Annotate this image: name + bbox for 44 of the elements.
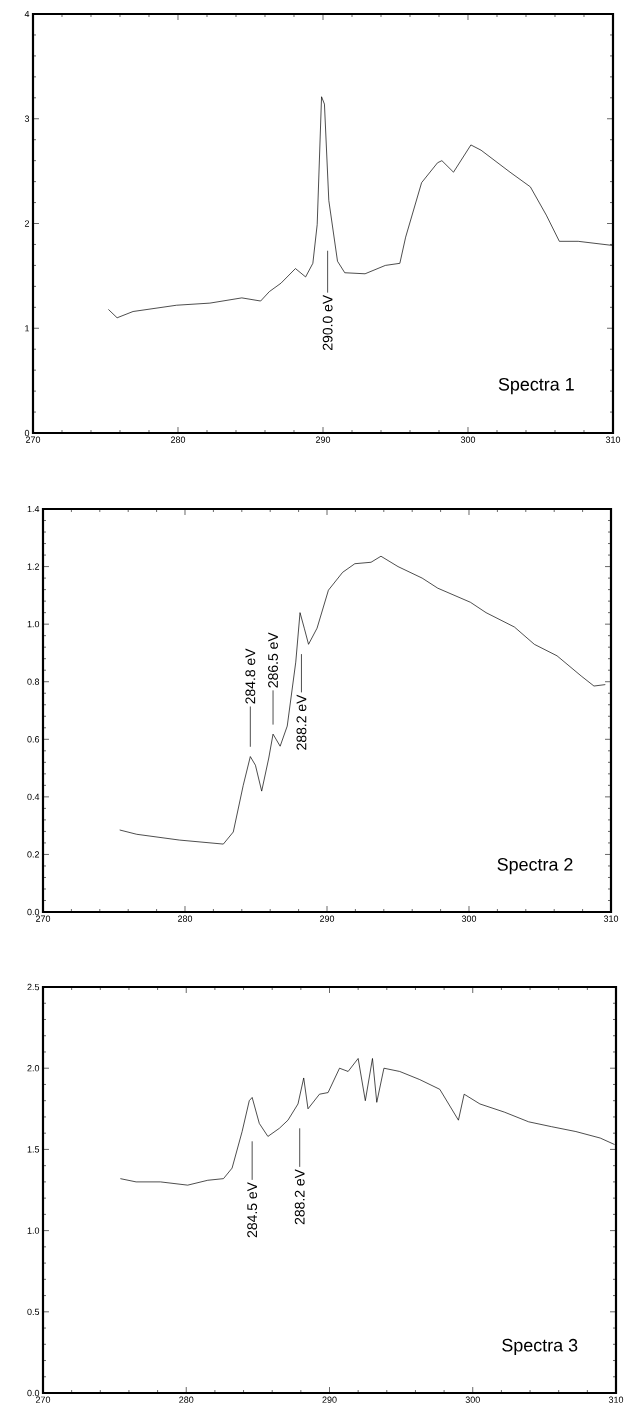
y-tick-label: 1.0 [27, 1227, 40, 1234]
y-tick-label: 1.5 [27, 1146, 40, 1153]
annotation: 284.8 eV [245, 648, 256, 704]
x-tick-label: 290 [319, 915, 335, 922]
y-tick-label: 1.0 [27, 620, 40, 628]
y-tick-label: 3 [24, 115, 30, 122]
x-tick-label: 280 [170, 436, 186, 443]
y-tick-label: 2.0 [27, 1065, 40, 1072]
x-tick-label: 310 [603, 915, 619, 922]
y-tick-label: 2.5 [27, 983, 40, 991]
y-tick-label: 0.4 [27, 793, 40, 801]
y-tick-label: 4 [24, 10, 30, 18]
x-tick-label: 270 [25, 436, 41, 443]
annotation: 286.5 eV [268, 632, 278, 688]
annotation: 290.0 eV [322, 294, 333, 350]
text: Spectra 3 [502, 1338, 578, 1356]
y-tick-label: 0.0 [27, 1389, 40, 1397]
annotation: 288.2 eV [294, 1169, 305, 1225]
y-tick-label: 0.5 [27, 1308, 40, 1315]
y-tick-label: 1 [25, 325, 30, 332]
x-tick-label: 280 [179, 1396, 194, 1403]
x-tick-label: 310 [605, 436, 621, 443]
annotation: 284.5 eV [247, 1182, 258, 1238]
x-tick-label: 270 [35, 915, 51, 922]
y-tick-label: 0.0 [27, 908, 40, 916]
y-tick-label: 1.4 [27, 505, 40, 513]
x-tick-label: 280 [177, 915, 193, 922]
y-tick-label: 1.2 [27, 563, 40, 570]
y-tick-label: 2 [24, 220, 30, 227]
y-tick-label: 0.8 [27, 678, 40, 685]
annotation: 288.2 eV [296, 694, 307, 750]
text: Spectra 1 [498, 377, 574, 395]
line-series [119, 555, 606, 845]
y-tick-label: 0.2 [27, 851, 40, 858]
x-tick-label: 290 [315, 436, 331, 443]
y-tick-label: 0.6 [27, 736, 40, 743]
x-tick-label: 300 [461, 915, 477, 922]
y-tick-label: 0 [24, 429, 30, 437]
x-tick-label: 270 [35, 1396, 51, 1403]
x-tick-label: 310 [608, 1396, 624, 1403]
x-tick-label: 300 [460, 436, 476, 443]
text: Spectra 2 [497, 858, 573, 875]
x-tick-label: 290 [322, 1396, 337, 1403]
x-tick-label: 300 [465, 1396, 480, 1403]
